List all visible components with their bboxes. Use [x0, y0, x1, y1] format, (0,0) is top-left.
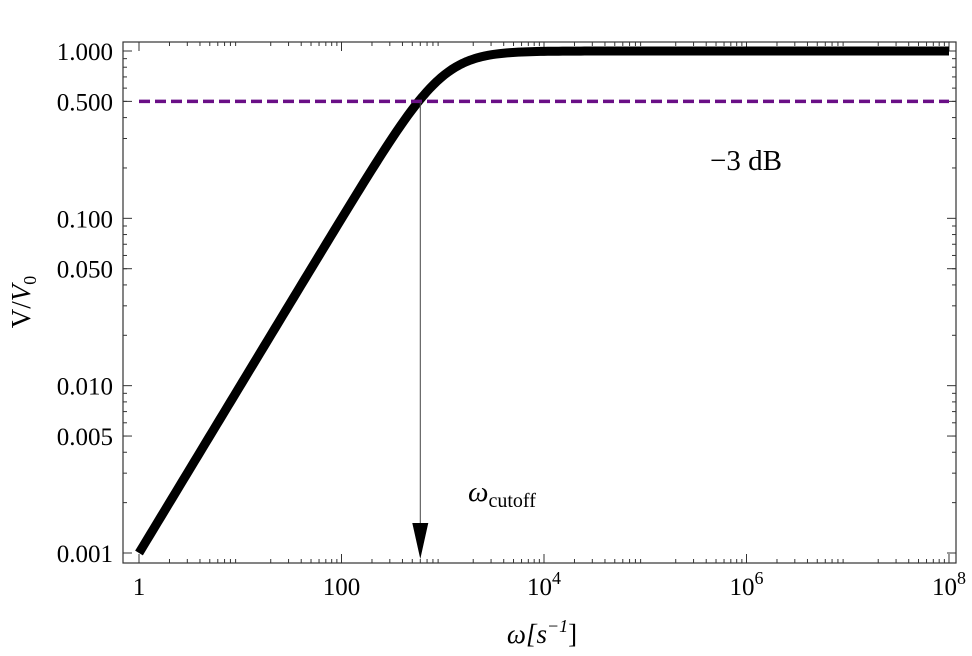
y-tick-label: 0.005: [57, 424, 113, 451]
response-curve: [135, 46, 950, 556]
y-tick-label: 0.001: [57, 541, 113, 568]
cutoff-arrowhead: [412, 523, 429, 559]
x-tick-label: 100: [323, 574, 361, 601]
axes: 1 100 104 106 108 0.001 0.005 0.010 0.050 0.100 0.…: [57, 39, 966, 601]
x-axis-title-main: ω[s: [507, 619, 547, 649]
cutoff-subscript: cutoff: [488, 490, 536, 512]
series-layer: [135, 46, 950, 556]
x-axis-title: ω[s−1]: [507, 616, 577, 649]
y-tick-label: 0.100: [57, 206, 113, 233]
x-axis-title-tail: ]: [568, 619, 577, 649]
db-annotation: −3 dB: [710, 145, 782, 177]
y-axis-title-sub: 0: [20, 276, 40, 285]
y-tick-label: 1.000: [57, 39, 113, 66]
x-tick-label: 106: [730, 568, 764, 601]
x-tick-label: 104: [527, 568, 561, 601]
y-axis-title-var: V: [6, 281, 36, 301]
y-axis-title: V/V0: [6, 276, 40, 329]
x-axis-title-sup: −1: [547, 616, 568, 636]
x-tick-label: 108: [932, 568, 966, 601]
x-tick-label: 1: [133, 574, 146, 601]
y-tick-label: 0.500: [57, 89, 113, 116]
y-tick-label: 0.010: [57, 374, 113, 401]
y-axis-title-pre: V/: [6, 301, 36, 328]
cutoff-annotation: ωcutoff: [468, 476, 536, 512]
plot-frame: [122, 41, 957, 564]
y-tick-label: 0.050: [57, 257, 113, 284]
cutoff-omega: ω: [468, 476, 488, 508]
